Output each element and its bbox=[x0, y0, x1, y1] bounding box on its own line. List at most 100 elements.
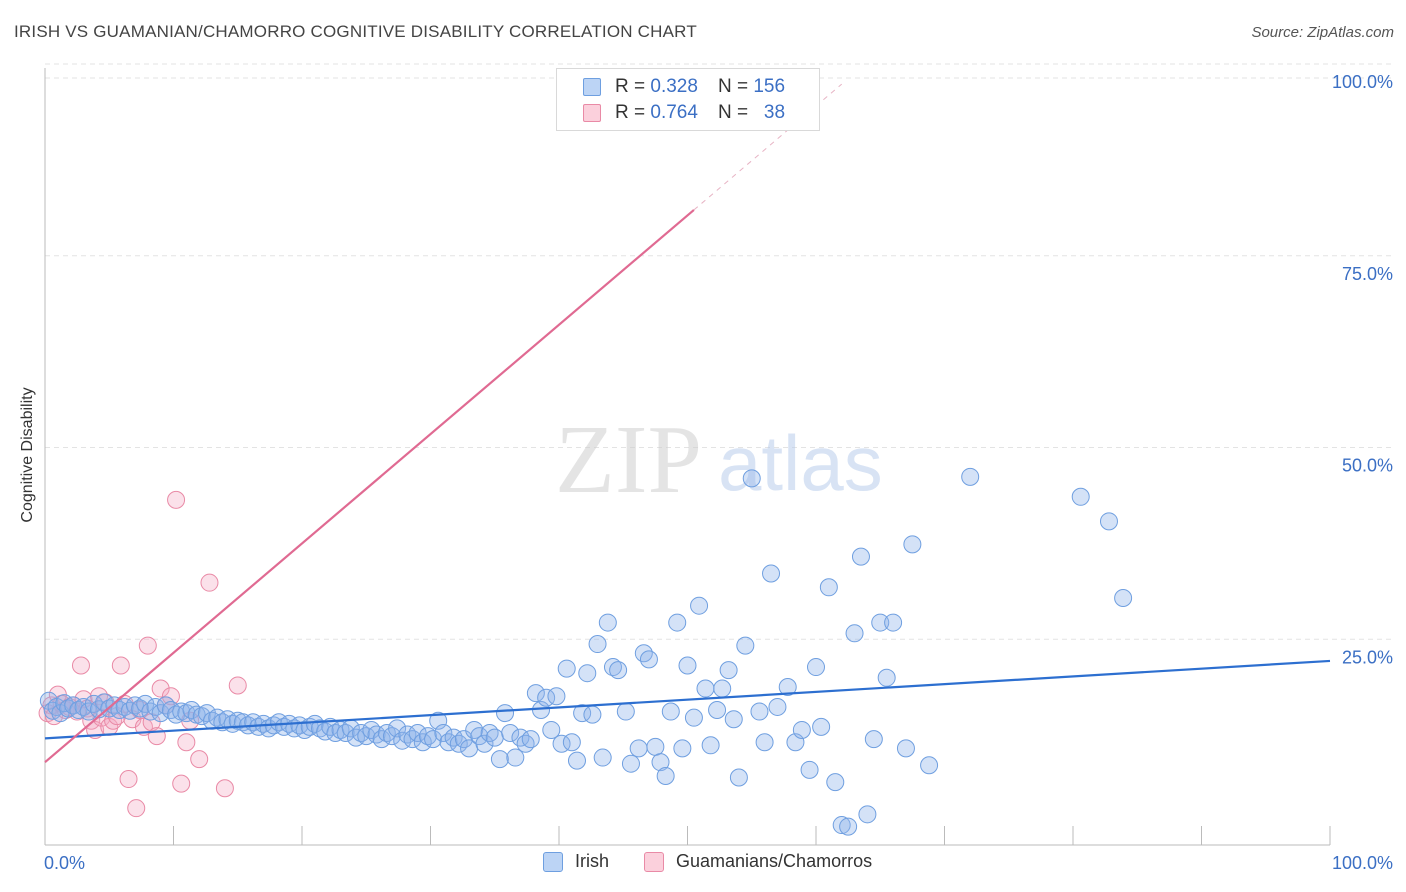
guam-point bbox=[215, 779, 234, 798]
irish-point bbox=[588, 635, 607, 654]
n-value-guam: 38 bbox=[763, 102, 786, 123]
irish-point bbox=[651, 753, 670, 772]
correlation-legend: R = 0.328 N = 156 R = 0.764 N = 38 bbox=[556, 68, 820, 131]
irish-point bbox=[684, 708, 703, 727]
irish-point bbox=[826, 773, 845, 792]
x-tick-label: 0.0% bbox=[44, 853, 85, 873]
irish-point bbox=[903, 535, 922, 554]
y-tick-label: 75.0% bbox=[1342, 264, 1393, 284]
legend-item-irish[interactable]: Irish bbox=[543, 851, 609, 872]
x-tick-label: 100.0% bbox=[1332, 853, 1393, 873]
irish-point bbox=[475, 734, 494, 753]
irish-point bbox=[884, 613, 903, 632]
irish-point bbox=[424, 730, 443, 749]
irish-point bbox=[454, 730, 473, 749]
guam-point bbox=[200, 573, 219, 592]
guam-point bbox=[228, 676, 247, 695]
chart-title: IRISH VS GUAMANIAN/CHAMORRO COGNITIVE DI… bbox=[14, 22, 697, 41]
irish-point bbox=[742, 469, 761, 488]
r-label: R = bbox=[615, 76, 646, 97]
r-label: R = bbox=[615, 102, 646, 123]
irish-point bbox=[621, 754, 640, 773]
irish-point bbox=[485, 728, 504, 747]
legend-label-guam: Guamanians/Chamorros bbox=[676, 851, 873, 871]
irish-point bbox=[598, 613, 617, 632]
irish-point bbox=[578, 664, 597, 683]
irish-point bbox=[639, 650, 658, 669]
irish-point bbox=[845, 624, 864, 643]
irish-point bbox=[192, 707, 211, 726]
irish-point bbox=[851, 547, 870, 566]
source-label: Source: ZipAtlas.com bbox=[1251, 24, 1394, 41]
irish-point bbox=[750, 702, 769, 721]
legend-item-guam[interactable]: Guamanians/Chamorros bbox=[644, 851, 872, 872]
guam-point bbox=[172, 774, 191, 793]
irish-point bbox=[812, 717, 831, 736]
n-value-irish: 156 bbox=[753, 76, 786, 97]
tick-labels: 25.0% 50.0% 75.0% 100.0% 0.0% 100.0% bbox=[44, 72, 1393, 873]
y-tick-label: 50.0% bbox=[1342, 456, 1393, 476]
irish-point bbox=[858, 805, 877, 824]
irish-point bbox=[877, 668, 896, 687]
n-label: N = bbox=[717, 76, 749, 97]
irish-point bbox=[496, 704, 515, 723]
irish-point bbox=[616, 702, 635, 721]
irish-swatch bbox=[583, 78, 601, 96]
irish-point bbox=[295, 720, 314, 739]
irish-point bbox=[729, 768, 748, 787]
irish-point bbox=[1099, 512, 1118, 531]
irish-point bbox=[778, 677, 797, 696]
irish-point bbox=[839, 817, 858, 836]
irish-point bbox=[583, 705, 602, 724]
legend-label-irish: Irish bbox=[575, 851, 610, 871]
irish-point bbox=[807, 658, 825, 677]
y-tick-label: 25.0% bbox=[1342, 647, 1393, 667]
irish-point bbox=[920, 756, 939, 775]
irish-point bbox=[1114, 589, 1133, 608]
gridlines bbox=[45, 63, 1395, 640]
watermark-atlas: atlas bbox=[718, 419, 883, 507]
irish-point bbox=[408, 724, 427, 743]
n-label: N = bbox=[717, 102, 749, 123]
guam-point bbox=[167, 490, 186, 509]
irish-point bbox=[501, 724, 520, 743]
guam-point bbox=[151, 679, 170, 698]
guam-point bbox=[111, 656, 130, 675]
irish-point bbox=[352, 724, 371, 743]
irish-point bbox=[701, 736, 720, 755]
irish-point bbox=[567, 751, 586, 770]
irish-point bbox=[526, 684, 545, 703]
irish-point bbox=[656, 766, 675, 785]
irish-point bbox=[896, 739, 915, 758]
irish-point bbox=[557, 659, 576, 678]
guam-point bbox=[119, 770, 138, 789]
irish-point bbox=[724, 710, 743, 729]
irish-point bbox=[755, 733, 774, 752]
irish-point bbox=[661, 702, 680, 721]
irish-point bbox=[708, 701, 727, 720]
series-legend: Irish Guamanians/Chamorros bbox=[0, 851, 1406, 877]
legend-row-irish: R = 0.328 N = 156 bbox=[583, 75, 785, 99]
irish-point bbox=[768, 697, 787, 716]
irish-series bbox=[39, 467, 1133, 836]
r-value-guam: 0.764 bbox=[650, 102, 698, 123]
irish-point bbox=[629, 739, 648, 758]
guam-point bbox=[71, 656, 90, 675]
irish-point bbox=[609, 661, 628, 680]
irish-point bbox=[593, 748, 612, 767]
irish-point bbox=[542, 720, 561, 739]
irish-point bbox=[668, 613, 687, 632]
irish-point bbox=[377, 724, 396, 743]
irish-point bbox=[646, 737, 665, 756]
irish-point bbox=[800, 760, 819, 779]
irish-point bbox=[719, 661, 738, 680]
irish-point bbox=[562, 733, 581, 752]
irish-point bbox=[434, 724, 453, 743]
watermark: ZIP atlas bbox=[555, 406, 883, 514]
guamanian-series bbox=[38, 490, 247, 818]
guam-point bbox=[161, 687, 180, 706]
legend-row-guam: R = 0.764 N = 38 bbox=[583, 101, 785, 125]
guam-point bbox=[177, 733, 196, 752]
guam-point bbox=[147, 727, 166, 746]
irish-point bbox=[819, 578, 838, 597]
